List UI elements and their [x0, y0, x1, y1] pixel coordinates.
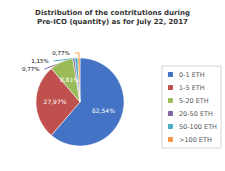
svg-text:Distribution of the contrituti: Distribution of the contritutions during	[35, 9, 190, 17]
svg-text:8,81%: 8,81%	[60, 76, 79, 83]
svg-text:1-5 ETH: 1-5 ETH	[179, 84, 205, 92]
svg-text:62,54%: 62,54%	[92, 107, 115, 114]
svg-text:1,15%: 1,15%	[31, 58, 48, 64]
svg-text:27,97%: 27,97%	[44, 98, 67, 105]
svg-text:50-100 ETH: 50-100 ETH	[179, 123, 217, 131]
svg-text:0,77%: 0,77%	[52, 50, 69, 56]
svg-text:>100 ETH: >100 ETH	[179, 136, 212, 144]
svg-text:20-50 ETH: 20-50 ETH	[179, 110, 213, 118]
svg-text:5-20 ETH: 5-20 ETH	[179, 97, 209, 105]
svg-text:Pre-ICO (quantity) as for July: Pre-ICO (quantity) as for July 22, 2017	[37, 18, 188, 26]
svg-text:0-1 ETH: 0-1 ETH	[179, 71, 205, 79]
svg-text:0,77%: 0,77%	[22, 66, 39, 72]
